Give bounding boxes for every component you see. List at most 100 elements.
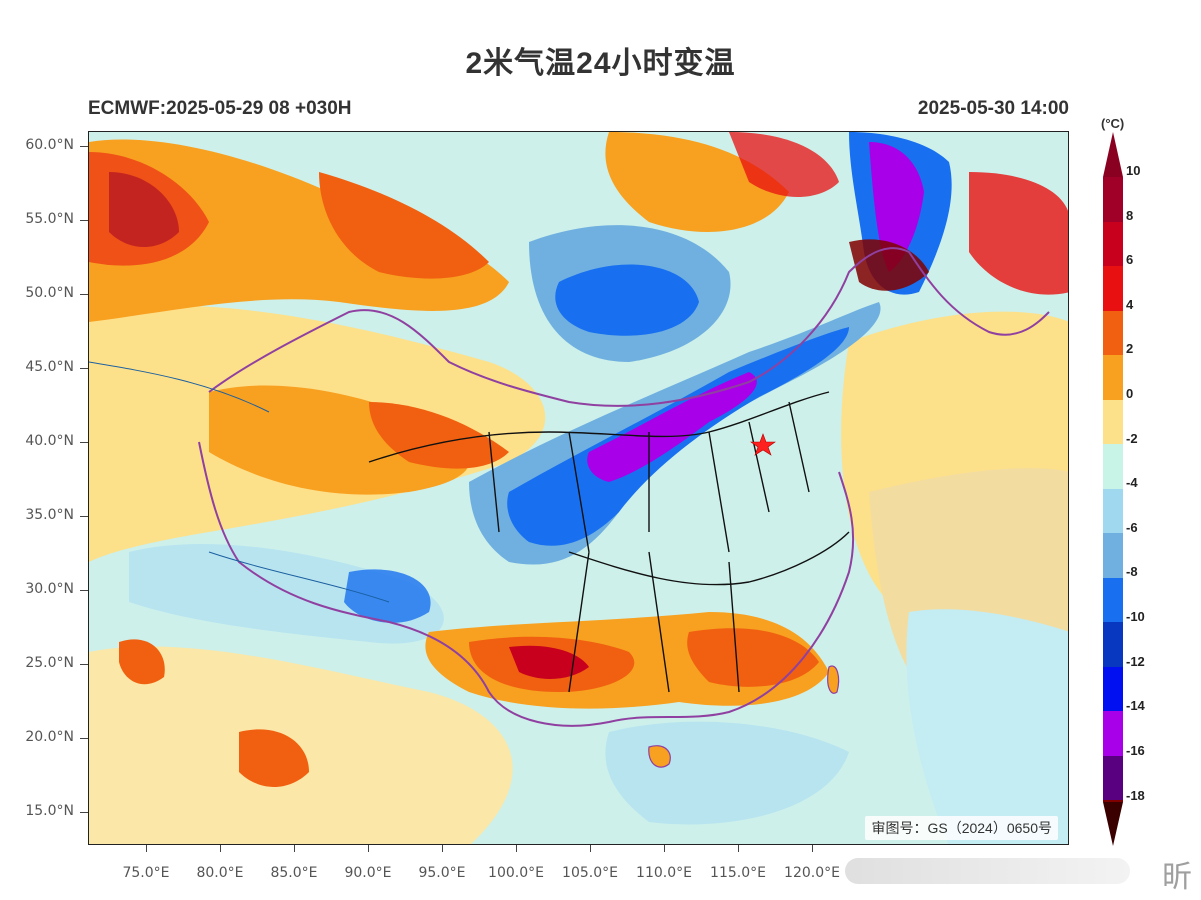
colorbar-label: 0	[1126, 386, 1134, 401]
colorbar-segment	[1103, 489, 1123, 533]
watermark-text: 昕	[1162, 861, 1192, 894]
colorbar-segment	[1103, 222, 1123, 266]
lat-label-30: 30.0°N	[25, 581, 74, 597]
hainan-outline	[648, 745, 671, 768]
colorbar-label: -16	[1126, 743, 1145, 758]
field-zone	[509, 645, 589, 679]
field-zone	[239, 729, 309, 787]
map-field-svg	[89, 132, 1068, 844]
colorbar-label: -8	[1126, 564, 1138, 579]
lat-tick	[80, 442, 88, 443]
colorbar-label: 2	[1126, 341, 1134, 356]
lon-tick	[146, 845, 147, 852]
colorbar-label: -6	[1126, 520, 1138, 535]
colorbar-segment	[1103, 177, 1123, 222]
field-zone	[869, 142, 924, 272]
field-zone	[587, 372, 757, 482]
lon-label-75: 75.0°E	[122, 865, 170, 881]
taiwan-outline	[827, 665, 840, 694]
colorbar-label: -4	[1126, 475, 1138, 490]
lon-tick	[294, 845, 295, 852]
colorbar-segment	[1103, 266, 1123, 311]
lon-tick	[368, 845, 369, 852]
colorbar-segment	[1103, 667, 1123, 711]
field-zone	[906, 609, 1068, 844]
colorbar-bottom-arrow	[1103, 802, 1123, 846]
field-zone	[969, 172, 1068, 295]
river-lines	[89, 361, 390, 603]
lat-label-25: 25.0°N	[25, 655, 74, 671]
field-zone	[687, 628, 819, 687]
lat-tick	[80, 738, 88, 739]
field-zone	[109, 172, 179, 247]
lat-label-60: 60.0°N	[25, 137, 74, 153]
lat-label-20: 20.0°N	[25, 729, 74, 745]
watermark-bar	[845, 858, 1130, 884]
colorbar-top-arrow	[1103, 132, 1123, 177]
colorbar-label: -14	[1126, 698, 1145, 713]
lon-tick	[664, 845, 665, 852]
lat-label-45: 45.0°N	[25, 359, 74, 375]
lat-label-55: 55.0°N	[25, 211, 74, 227]
colorbar-segment	[1103, 711, 1123, 756]
lon-label-105: 105.0°E	[562, 865, 618, 881]
lon-label-85: 85.0°E	[270, 865, 318, 881]
colorbar-label: -10	[1126, 609, 1145, 624]
lat-label-50: 50.0°N	[25, 285, 74, 301]
lat-label-40: 40.0°N	[25, 433, 74, 449]
lat-tick	[80, 664, 88, 665]
colorbar-segment	[1103, 400, 1123, 444]
field-zone	[605, 132, 789, 232]
colorbar-segment	[1103, 622, 1123, 667]
colorbar-label: 4	[1126, 297, 1134, 312]
colorbar-segment	[1103, 533, 1123, 578]
colorbar-segment	[1103, 800, 1123, 802]
lon-tick	[220, 845, 221, 852]
lat-label-35: 35.0°N	[25, 507, 74, 523]
lat-label-15: 15.0°N	[25, 803, 74, 819]
lat-tick	[80, 516, 88, 517]
colorbar-segment	[1103, 444, 1123, 489]
country-border	[198, 441, 855, 727]
lon-tick	[812, 845, 813, 852]
lat-tick	[80, 812, 88, 813]
lat-tick	[80, 368, 88, 369]
colorbar-segment	[1103, 578, 1123, 622]
colorbar-segment	[1103, 756, 1123, 800]
lon-label-110: 110.0°E	[636, 865, 692, 881]
colorbar-segment	[1103, 311, 1123, 355]
lon-tick	[590, 845, 591, 852]
lon-label-80: 80.0°E	[196, 865, 244, 881]
lat-tick	[80, 146, 88, 147]
colorbar-label: -2	[1126, 431, 1138, 446]
lat-tick	[80, 220, 88, 221]
map-title: 2米气温24小时变温	[465, 47, 736, 80]
lon-label-100: 100.0°E	[488, 865, 544, 881]
lat-tick	[80, 590, 88, 591]
field-zone	[729, 132, 839, 197]
field-zone	[555, 264, 699, 336]
model-run-label: ECMWF:2025-05-29 08 +030H	[88, 98, 352, 119]
colorbar	[1103, 132, 1123, 846]
valid-time-label: 2025-05-30 14:00	[917, 98, 1069, 119]
red-star-icon	[750, 433, 776, 456]
colorbar-label: -18	[1126, 788, 1145, 803]
lon-label-90: 90.0°E	[344, 865, 392, 881]
map-review-number: 审图号：GS（2024）0650号	[865, 816, 1058, 840]
field-zone	[119, 639, 165, 685]
field-zone	[605, 721, 849, 825]
colorbar-segment	[1103, 355, 1123, 400]
colorbar-label: 10	[1126, 163, 1141, 178]
lon-tick	[738, 845, 739, 852]
colorbar-label: 6	[1126, 252, 1134, 267]
colorbar-unit: (°C)	[1101, 116, 1125, 131]
field-zone	[319, 172, 489, 279]
lon-label-95: 95.0°E	[418, 865, 466, 881]
field-zone	[209, 385, 470, 495]
lon-tick	[516, 845, 517, 852]
colorbar-label: 8	[1126, 208, 1134, 223]
lat-tick	[80, 294, 88, 295]
colorbar-label: -12	[1126, 654, 1145, 669]
lon-tick	[442, 845, 443, 852]
temperature-change-map: 审图号：GS（2024）0650号	[88, 131, 1069, 845]
